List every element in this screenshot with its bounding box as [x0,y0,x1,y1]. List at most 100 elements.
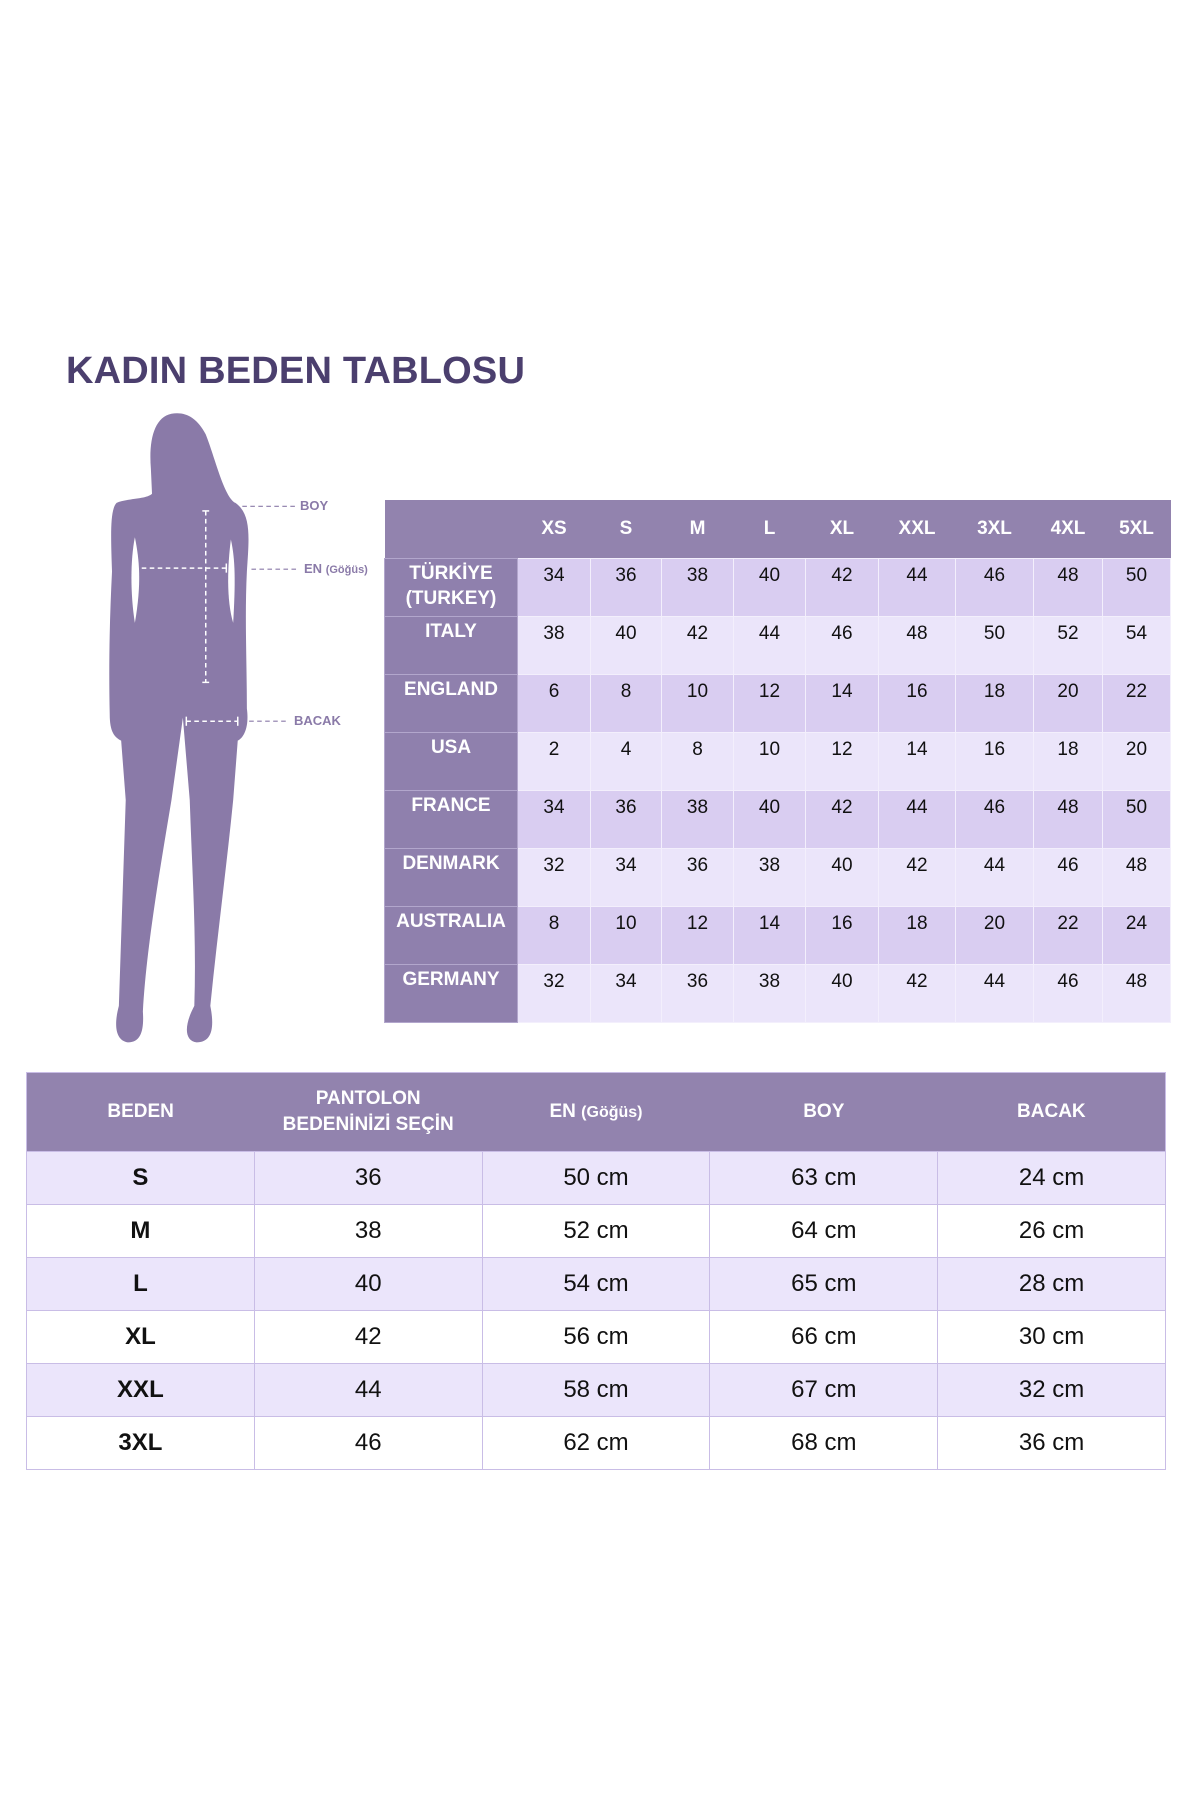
size-value-cell: 18 [955,674,1034,733]
size-value-cell: 42 [661,616,734,675]
header-pantolon: PANTOLON BEDENİNİZİ SEÇİN [254,1072,483,1152]
size-value-cell: 48 [1033,558,1103,617]
measurement-lines [132,510,239,726]
size-value-cell: 34 [590,964,662,1023]
size-value-cell: 40 [733,558,806,617]
pants-size-cell: 40 [253,1257,483,1311]
header-pantolon-line1: PANTOLON [315,1088,421,1109]
size-value-cell: 40 [805,964,879,1023]
size-value-cell: 8 [517,906,591,965]
size-cell: XL [26,1310,255,1364]
en-label-note: (Göğüs) [325,564,368,576]
size-value-cell: 46 [955,558,1034,617]
size-value-cell: 24 [1102,906,1171,965]
size-value-cell: 12 [733,674,806,733]
size-value-cell: 16 [878,674,956,733]
size-value-cell: 42 [878,848,956,907]
measurement-table: BEDEN PANTOLON BEDENİNİZİ SEÇİN EN (Göğüs… [26,1072,1166,1470]
size-cell: XXL [26,1363,255,1417]
size-value-cell: 16 [805,906,879,965]
page-title: KADIN BEDEN TABLOSU [66,350,526,392]
size-value-cell: 38 [517,616,591,675]
chest-cell: 58 cm [481,1363,711,1417]
size-value-cell: 36 [590,790,662,849]
en-label-text: EN [304,561,323,576]
size-cell: L [26,1257,255,1311]
leg-cell: 24 cm [937,1151,1166,1205]
header-pantolon-line2: BEDENİNİZİ SEÇİN [282,1114,454,1135]
size-value-cell: 22 [1033,906,1103,965]
country-cell: AUSTRALIA [384,906,518,965]
header-beden: BEDEN [26,1072,255,1152]
size-value-cell: 34 [517,558,591,617]
measurement-row: 3XL 46 62 cm 68 cm 36 cm [26,1416,1166,1470]
size-value-cell: 34 [517,790,591,849]
size-table-row: TÜRKİYE (TURKEY) 34 36 38 40 42 44 46 48 50 [384,558,1171,617]
header-boy: BOY [709,1072,938,1152]
size-value-cell: 38 [733,848,806,907]
size-value-cell: 20 [955,906,1034,965]
size-table-row: AUSTRALIA 8 10 12 14 16 18 20 22 24 [384,906,1171,965]
length-cell: 68 cm [709,1416,939,1470]
chest-cell: 52 cm [481,1204,711,1258]
size-table-row: DENMARK 32 34 36 38 40 42 44 46 48 [384,848,1171,907]
size-value-cell: 46 [1033,964,1103,1023]
size-value-cell: 50 [1102,790,1171,849]
size-value-cell: 4 [590,732,662,791]
arm-gap-right [228,539,235,623]
size-value-cell: 38 [733,964,806,1023]
size-value-cell: 44 [955,964,1034,1023]
size-value-cell: 8 [661,732,734,791]
size-column-header: 4XL [1033,500,1103,559]
size-value-cell: 14 [878,732,956,791]
length-cell: 65 cm [709,1257,939,1311]
size-table-header: XS S M L XL XXL 3XL 4XL 5XL [384,500,1171,559]
size-value-cell: 32 [517,964,591,1023]
measurement-row: S 36 50 cm 63 cm 24 cm [26,1151,1166,1205]
size-value-cell: 36 [661,964,734,1023]
size-cell: S [26,1151,255,1205]
size-value-cell: 50 [1102,558,1171,617]
measurement-row: M 38 52 cm 64 cm 26 cm [26,1204,1166,1258]
size-value-cell: 48 [1102,964,1171,1023]
pants-size-cell: 38 [253,1204,483,1258]
size-column-header: 3XL [955,500,1034,559]
chest-cell: 62 cm [481,1416,711,1470]
size-column-header: XXL [878,500,956,559]
measurement-table-header: BEDEN PANTOLON BEDENİNİZİ SEÇİN EN (Göğüs… [26,1072,1166,1152]
size-value-cell: 38 [661,558,734,617]
measurement-row: XXL 44 58 cm 67 cm 32 cm [26,1363,1166,1417]
size-value-cell: 48 [878,616,956,675]
pants-size-cell: 46 [253,1416,483,1470]
size-value-cell: 8 [590,674,662,733]
size-column-header: S [590,500,662,559]
size-column-header: L [733,500,806,559]
size-table-row: ITALY 38 40 42 44 46 48 50 52 54 [384,616,1171,675]
size-value-cell: 34 [590,848,662,907]
size-value-cell: 14 [733,906,806,965]
size-table-row: USA 2 4 8 10 12 14 16 18 20 [384,732,1171,791]
length-cell: 63 cm [709,1151,939,1205]
size-value-cell: 42 [805,790,879,849]
size-value-cell: 44 [878,558,956,617]
size-value-cell: 2 [517,732,591,791]
measurement-row: XL 42 56 cm 66 cm 30 cm [26,1310,1166,1364]
country-cell: ENGLAND [384,674,518,733]
header-en: EN (Göğüs) [482,1072,710,1152]
size-value-cell: 10 [733,732,806,791]
country-cell: GERMANY [384,964,518,1023]
size-value-cell: 20 [1102,732,1171,791]
size-value-cell: 44 [955,848,1034,907]
length-cell: 64 cm [709,1204,939,1258]
size-value-cell: 46 [805,616,879,675]
pants-size-cell: 36 [253,1151,483,1205]
size-value-cell: 36 [590,558,662,617]
leg-cell: 32 cm [937,1363,1166,1417]
size-value-cell: 42 [805,558,879,617]
size-value-cell: 10 [590,906,662,965]
leg-cell: 26 cm [937,1204,1166,1258]
size-column-header: XL [805,500,879,559]
measurement-row: L 40 54 cm 65 cm 28 cm [26,1257,1166,1311]
chest-cell: 56 cm [481,1310,711,1364]
header-en-note: (Göğüs) [581,1103,643,1121]
